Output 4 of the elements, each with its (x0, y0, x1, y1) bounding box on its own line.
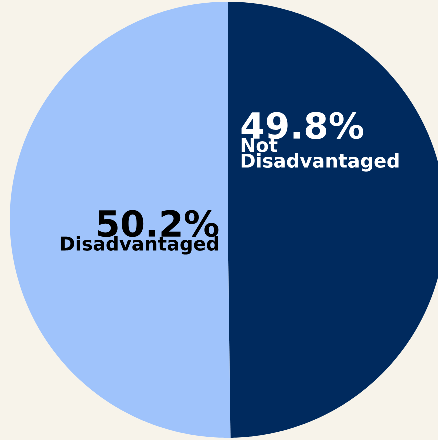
slice-label: Not Disadvantaged (242, 138, 399, 172)
data-label: 49.8% (242, 112, 364, 140)
data-label: 50.2% (98, 210, 219, 238)
slice-label: Disadvantaged (61, 236, 218, 255)
